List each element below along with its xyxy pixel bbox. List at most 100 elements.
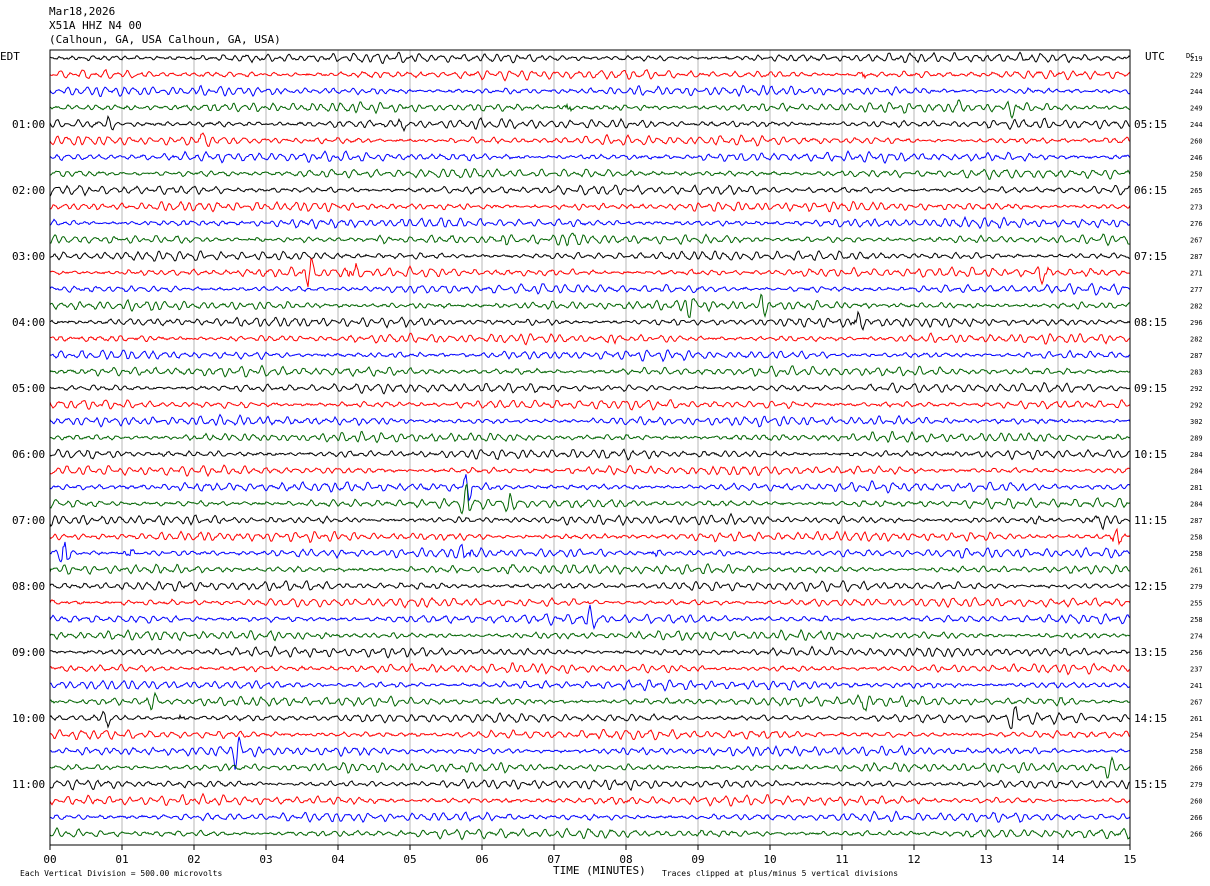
dc-offset-label: 244 xyxy=(1190,121,1203,129)
left-time-label: 07:00 xyxy=(12,514,45,527)
dc-offset-label: 274 xyxy=(1190,633,1203,641)
dc-offset-label: 241 xyxy=(1190,682,1203,690)
right-time-label: 15:15 xyxy=(1134,778,1167,791)
trace-line xyxy=(49,512,1131,531)
trace-line xyxy=(49,364,1131,378)
dc-offset-label: 266 xyxy=(1190,814,1203,822)
dc-offset-label: 292 xyxy=(1190,385,1203,393)
dc-offset-label: 283 xyxy=(1190,369,1203,377)
dc-offset-label: 250 xyxy=(1190,171,1203,179)
left-axis-label: EDT xyxy=(0,50,20,63)
left-time-label: 03:00 xyxy=(12,250,45,263)
right-time-label: 09:15 xyxy=(1134,382,1167,395)
right-time-label: 07:15 xyxy=(1134,250,1167,263)
x-tick-label: 02 xyxy=(187,853,200,866)
dc-offset-label: 261 xyxy=(1190,567,1203,575)
trace-line xyxy=(49,579,1131,593)
dc-label: DC xyxy=(1186,52,1194,60)
x-tick-label: 05 xyxy=(403,853,416,866)
right-time-label: 13:15 xyxy=(1134,646,1167,659)
dc-offset-label: 267 xyxy=(1190,699,1203,707)
right-time-label: 06:15 xyxy=(1134,184,1167,197)
x-tick-label: 14 xyxy=(1051,853,1065,866)
trace-line xyxy=(49,736,1131,770)
trace-line xyxy=(49,678,1131,692)
dc-offset-label: 266 xyxy=(1190,765,1203,773)
x-axis-ticks: 00 01 02 03 04 05 06 07 08 09 10 11 12 13 14 15 xyxy=(43,845,1137,866)
grid-lines xyxy=(121,50,1059,845)
dc-offset-label: 279 xyxy=(1190,583,1203,591)
x-tick-label: 04 xyxy=(331,853,345,866)
left-time-label: 06:00 xyxy=(12,448,45,461)
dc-offset-label: 281 xyxy=(1190,484,1203,492)
trace-line xyxy=(49,99,1131,120)
x-tick-label: 13 xyxy=(979,853,992,866)
left-time-label: 09:00 xyxy=(12,646,45,659)
trace-line xyxy=(49,282,1131,296)
dc-offset-label: 271 xyxy=(1190,270,1203,278)
trace-line xyxy=(49,200,1131,213)
trace-line xyxy=(49,705,1131,730)
left-time-label: 05:00 xyxy=(12,382,45,395)
clip-note: Traces clipped at plus/minus 5 vertical … xyxy=(662,869,898,878)
x-tick-label: 12 xyxy=(907,853,920,866)
trace-line xyxy=(49,250,1131,262)
dc-offset-label: 287 xyxy=(1190,517,1203,525)
dc-offset-label: 266 xyxy=(1190,831,1203,839)
header-station: X51A HHZ N4 00 xyxy=(49,19,142,32)
trace-line xyxy=(49,448,1131,461)
trace-line xyxy=(49,604,1131,631)
x-tick-label: 10 xyxy=(763,853,776,866)
trace-line xyxy=(49,827,1131,841)
right-time-label: 08:15 xyxy=(1134,316,1167,329)
dc-offset-label: 260 xyxy=(1190,138,1203,146)
right-time-label: 05:15 xyxy=(1134,118,1167,131)
trace-line xyxy=(49,51,1131,65)
dc-offset-label: 282 xyxy=(1190,336,1203,344)
plot-frame xyxy=(49,49,1131,846)
trace-line xyxy=(49,474,1131,502)
dc-offset-label: 237 xyxy=(1190,666,1203,674)
trace-line xyxy=(49,691,1131,712)
trace-line xyxy=(49,257,1131,288)
right-time-label: 11:15 xyxy=(1134,514,1167,527)
trace-line xyxy=(49,114,1131,133)
trace-line xyxy=(49,332,1131,346)
x-tick-label: 08 xyxy=(619,853,632,866)
right-time-labels: 05:15 06:15 07:15 08:15 09:15 10:15 11:15 12:15… xyxy=(1134,118,1167,791)
trace-line xyxy=(49,483,1131,515)
dc-offset-label: 273 xyxy=(1190,204,1203,212)
trace-line xyxy=(49,293,1131,319)
x-tick-label: 15 xyxy=(1123,853,1136,866)
trace-line xyxy=(49,541,1131,563)
dc-offset-label: 258 xyxy=(1190,550,1203,558)
trace-line xyxy=(49,68,1131,82)
trace-line xyxy=(49,184,1131,197)
trace-line xyxy=(49,413,1131,428)
trace-line xyxy=(49,778,1131,792)
trace-line xyxy=(49,167,1131,180)
dc-offset-label: 258 xyxy=(1190,616,1203,624)
dc-offset-label: 282 xyxy=(1190,303,1203,311)
right-time-label: 10:15 xyxy=(1134,448,1167,461)
trace-line xyxy=(49,810,1131,823)
dc-offset-label: 260 xyxy=(1190,798,1203,806)
trace-line xyxy=(49,563,1131,576)
trace-line xyxy=(49,215,1131,230)
trace-line xyxy=(49,399,1131,411)
x-tick-label: 07 xyxy=(547,853,560,866)
trace-line xyxy=(49,645,1131,659)
right-axis-label: UTC xyxy=(1145,50,1165,63)
dc-offset-label: 284 xyxy=(1190,468,1203,476)
dc-offset-label: 289 xyxy=(1190,435,1203,443)
trace-line xyxy=(49,596,1131,609)
left-time-label: 02:00 xyxy=(12,184,45,197)
trace-line xyxy=(49,527,1131,546)
x-axis-title: TIME (MINUTES) xyxy=(553,864,646,877)
trace-line xyxy=(49,232,1131,247)
dc-offset-label: 292 xyxy=(1190,402,1203,410)
dc-offset-label: 296 xyxy=(1190,319,1203,327)
dc-offset-labels: 219 229 244 249 244 260 246 250 265 273 276 267 287 2… xyxy=(1190,55,1203,839)
dc-offset-label: 284 xyxy=(1190,501,1203,509)
trace-line xyxy=(49,349,1131,363)
